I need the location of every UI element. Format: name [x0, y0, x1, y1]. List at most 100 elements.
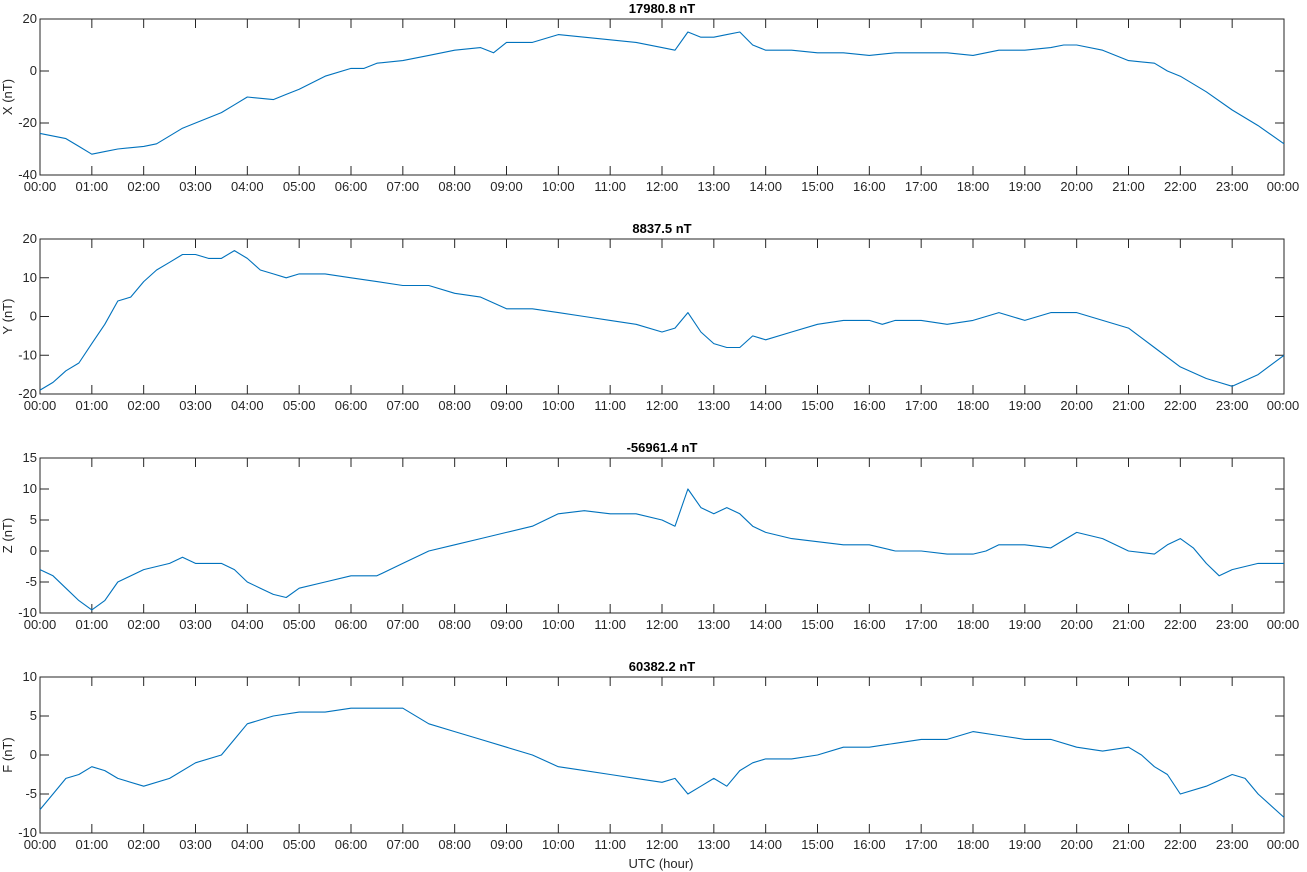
y-tick-label: 10	[23, 669, 37, 684]
y-axis-label: Z (nT)	[0, 518, 15, 553]
x-tick-label: 16:00	[853, 617, 886, 632]
axes-frame	[39, 18, 1285, 176]
x-tick-label: 01:00	[76, 837, 109, 852]
series-line-1	[39, 31, 1285, 155]
x-tick-label: 11:00	[594, 617, 626, 632]
x-tick-label: 22:00	[1164, 398, 1197, 413]
x-tick-label: 13:00	[698, 837, 731, 852]
x-tick-label: 03:00	[179, 398, 212, 413]
x-tick-label: 00:00	[24, 398, 57, 413]
x-tick-label: 08:00	[438, 837, 471, 852]
panel-title: -56961.4 nT	[627, 440, 698, 455]
x-tick-label: 22:00	[1164, 837, 1197, 852]
x-tick-label: 00:00	[1267, 837, 1300, 852]
series-line-1	[39, 250, 1285, 391]
x-tick-label: 11:00	[594, 398, 626, 413]
x-tick-label: 03:00	[179, 179, 212, 194]
y-tick-label: 10	[23, 481, 37, 496]
x-tick-label: 06:00	[335, 179, 368, 194]
x-tick-label: 02:00	[127, 837, 160, 852]
axes-frame	[39, 676, 1285, 834]
x-tick-label: 15:00	[801, 837, 834, 852]
y-tick-label: 0	[30, 747, 37, 762]
y-axis-label: Y (nT)	[0, 299, 15, 335]
x-tick-label: 08:00	[438, 398, 471, 413]
panel-title: 60382.2 nT	[629, 659, 696, 674]
x-tick-label: 01:00	[76, 398, 109, 413]
x-tick-label: 00:00	[24, 617, 57, 632]
x-tick-label: 11:00	[594, 837, 626, 852]
x-tick-label: 00:00	[1267, 398, 1300, 413]
x-tick-label: 12:00	[646, 179, 679, 194]
x-tick-label: 12:00	[646, 837, 679, 852]
x-tick-label: 08:00	[438, 179, 471, 194]
x-tick-label: 10:00	[542, 398, 575, 413]
x-tick-label: 18:00	[957, 179, 990, 194]
x-tick-label: 15:00	[801, 179, 834, 194]
x-tick-label: 10:00	[542, 837, 575, 852]
y-tick-label: -10	[18, 825, 37, 840]
x-tick-label: 07:00	[387, 617, 420, 632]
x-tick-label: 05:00	[283, 179, 316, 194]
x-tick-label: 07:00	[387, 179, 420, 194]
x-tick-label: 20:00	[1060, 398, 1093, 413]
x-tick-label: 04:00	[231, 179, 264, 194]
x-tick-label: 02:00	[127, 398, 160, 413]
x-tick-label: 13:00	[698, 398, 731, 413]
x-tick-label: 10:00	[542, 617, 575, 632]
x-tick-label: 19:00	[1009, 617, 1042, 632]
x-tick-label: 05:00	[283, 398, 316, 413]
x-tick-label: 09:00	[490, 398, 523, 413]
x-tick-label: 01:00	[76, 179, 109, 194]
y-tick-label: 0	[30, 309, 37, 324]
x-tick-label: 20:00	[1060, 837, 1093, 852]
x-tick-label: 22:00	[1164, 179, 1197, 194]
series-line-1	[39, 707, 1285, 818]
x-tick-label: 17:00	[905, 617, 938, 632]
y-tick-label: -5	[25, 786, 37, 801]
x-tick-label: 11:00	[594, 179, 626, 194]
x-tick-label: 17:00	[905, 398, 938, 413]
y-tick-label: -20	[18, 115, 37, 130]
x-tick-label: 20:00	[1060, 617, 1093, 632]
y-tick-label: -10	[18, 347, 37, 362]
x-tick-label: 07:00	[387, 398, 420, 413]
x-tick-label: 14:00	[749, 398, 782, 413]
x-tick-label: 09:00	[490, 837, 523, 852]
x-tick-label: 21:00	[1112, 617, 1145, 632]
x-tick-label: 06:00	[335, 398, 368, 413]
x-tick-label: 16:00	[853, 837, 886, 852]
x-tick-label: 14:00	[749, 617, 782, 632]
x-tick-label: 16:00	[853, 179, 886, 194]
panel-title: 17980.8 nT	[629, 1, 696, 16]
x-tick-label: 06:00	[335, 617, 368, 632]
x-tick-label: 10:00	[542, 179, 575, 194]
y-tick-label: 20	[23, 11, 37, 26]
x-tick-label: 21:00	[1112, 398, 1145, 413]
panel-4: 60382.2 nT F (nT) 00:00 01:00 02:00 03:00 04:0…	[0, 659, 1299, 852]
x-tick-label: 19:00	[1009, 837, 1042, 852]
axes-frame	[39, 457, 1285, 614]
x-tick-label: 23:00	[1216, 398, 1249, 413]
x-tick-label: 00:00	[1267, 617, 1300, 632]
x-tick-label: 00:00	[24, 837, 57, 852]
x-tick-label: 12:00	[646, 398, 679, 413]
y-tick-label: -20	[18, 386, 37, 401]
x-tick-label: 12:00	[646, 617, 679, 632]
y-tick-label: 5	[30, 708, 37, 723]
x-tick-label: 14:00	[749, 837, 782, 852]
x-tick-label: 23:00	[1216, 617, 1249, 632]
y-tick-label: 20	[23, 231, 37, 246]
x-tick-label: 04:00	[231, 398, 264, 413]
x-tick-label: 19:00	[1009, 398, 1042, 413]
x-tick-label: 22:00	[1164, 617, 1197, 632]
x-tick-label: 19:00	[1009, 179, 1042, 194]
x-tick-label: 00:00	[24, 179, 57, 194]
x-tick-label: 03:00	[179, 617, 212, 632]
y-tick-label: 15	[23, 450, 37, 465]
x-tick-label: 08:00	[438, 617, 471, 632]
y-tick-label: 10	[23, 270, 37, 285]
x-tick-label: 03:00	[179, 837, 212, 852]
x-tick-label: 14:00	[749, 179, 782, 194]
